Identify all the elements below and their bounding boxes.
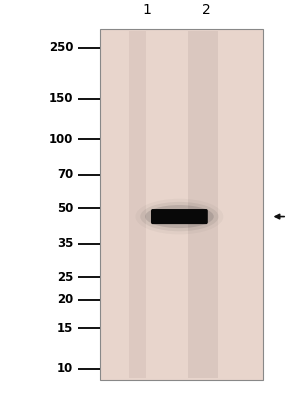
Text: 1: 1 (142, 3, 151, 17)
FancyBboxPatch shape (151, 209, 208, 224)
Text: 25: 25 (57, 271, 73, 284)
Text: 15: 15 (57, 322, 73, 335)
Text: 50: 50 (57, 202, 73, 215)
Text: 2: 2 (202, 3, 211, 17)
Ellipse shape (140, 202, 219, 231)
Text: 35: 35 (57, 237, 73, 250)
Ellipse shape (145, 205, 214, 228)
Bar (188, 31, 218, 378)
Text: 20: 20 (57, 293, 73, 306)
Text: 70: 70 (57, 168, 73, 181)
Bar (129, 31, 146, 378)
Text: 100: 100 (49, 133, 73, 146)
Text: 10: 10 (57, 362, 73, 375)
Text: 250: 250 (49, 41, 73, 54)
Text: 150: 150 (49, 92, 73, 105)
Bar (100, 29, 263, 380)
